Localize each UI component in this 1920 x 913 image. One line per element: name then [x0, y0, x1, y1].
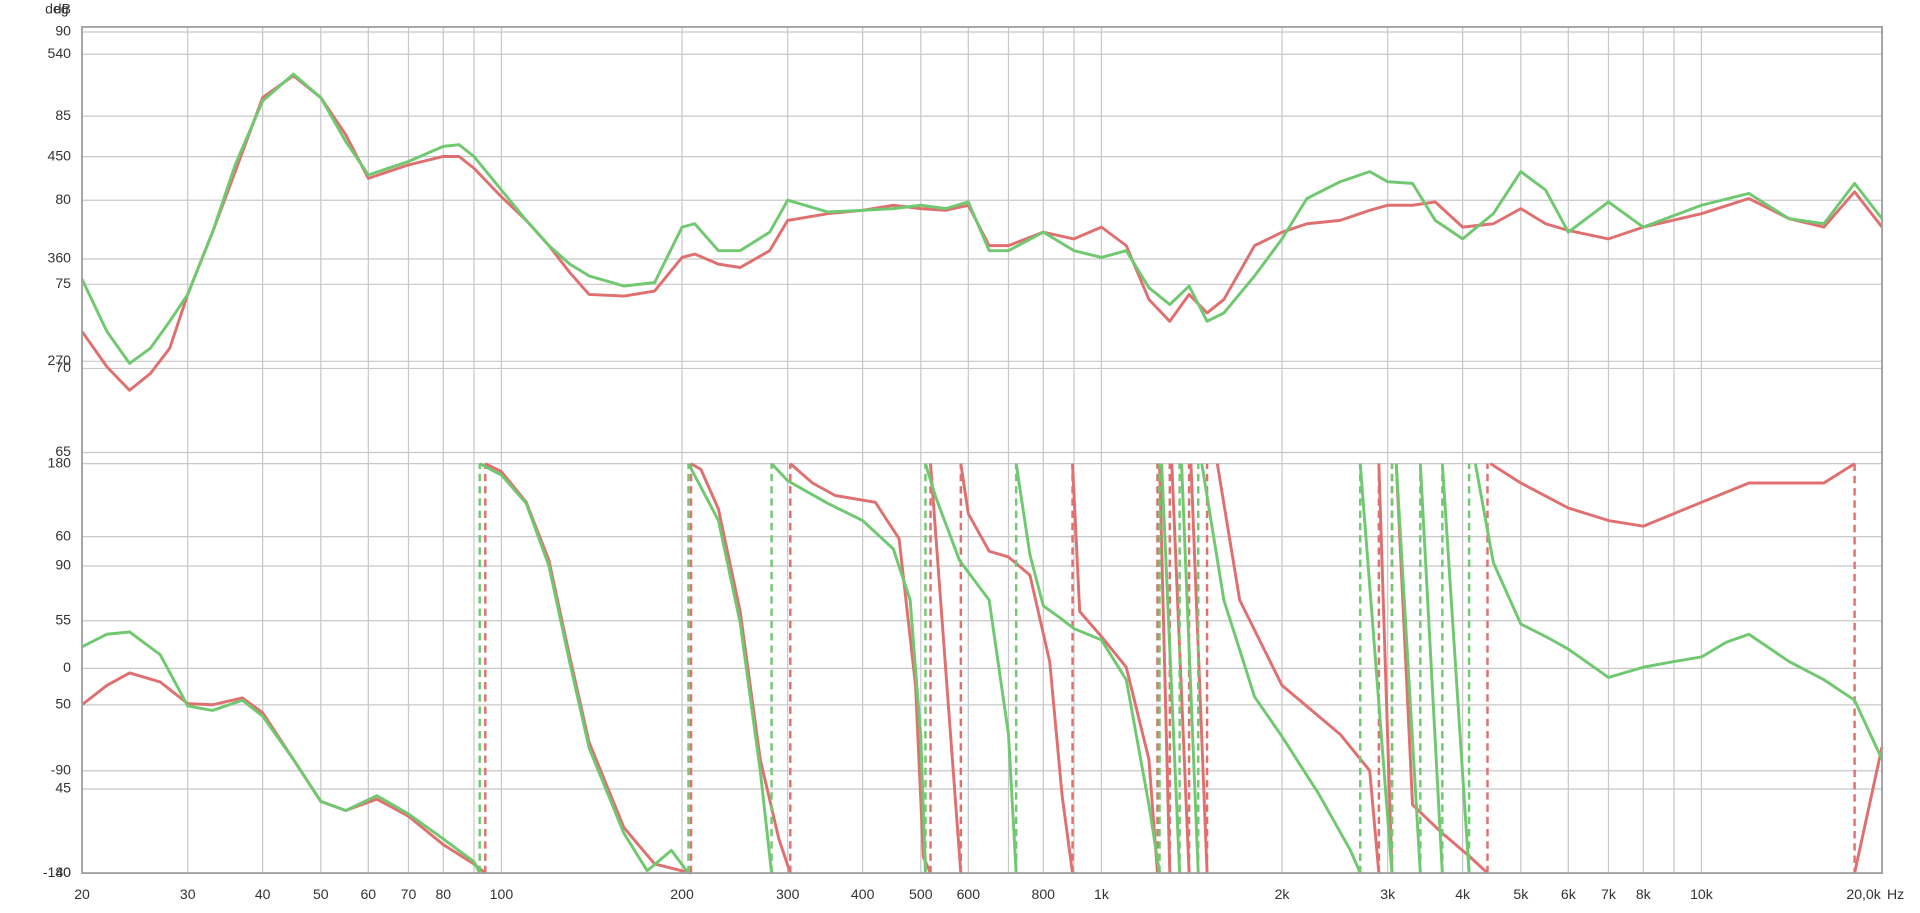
x-tick-label: 5k	[1513, 886, 1529, 902]
y-tick-label: 60	[55, 527, 71, 543]
y2-tick-label: 270	[48, 352, 72, 368]
x-tick-label: 20	[74, 886, 90, 902]
y2-axis-label: deg	[45, 1, 69, 17]
y2-tick-label: 360	[48, 250, 72, 266]
y2-tick-label: 450	[48, 147, 72, 163]
x-tick-label: 2k	[1275, 886, 1291, 902]
y-tick-label: 50	[55, 696, 71, 712]
x-tick-label: 200	[670, 886, 694, 902]
y-tick-label: 75	[55, 275, 71, 291]
labels: deg dB Hz 20 30 40 50 60 70 80 100 200 300 400 500 6…	[43, 1, 1904, 902]
x-tick-label: 4k	[1455, 886, 1471, 902]
y2-tick-label: -90	[51, 761, 72, 777]
x-tick-label: 800	[1032, 886, 1056, 902]
x-tick-label: 70	[401, 886, 417, 902]
y2-tick-label: 540	[48, 45, 72, 61]
grid	[81, 26, 1883, 874]
x-tick-label: 6k	[1561, 886, 1577, 902]
x-tick-label: 7k	[1601, 886, 1617, 902]
x-tick-label: 20,0k	[1846, 886, 1881, 902]
y-tick-label: 65	[55, 443, 71, 459]
x-tick-label: 10k	[1690, 886, 1714, 902]
x-tick-label: 8k	[1636, 886, 1652, 902]
x-tick-label: 30	[180, 886, 196, 902]
y2-tick-label: 180	[48, 454, 72, 470]
x-tick-label: 400	[851, 886, 875, 902]
y-tick-label: 70	[55, 359, 71, 375]
x-tick-label: 80	[435, 886, 451, 902]
y2-tick-label: 0	[63, 659, 71, 675]
line	[81, 462, 1884, 874]
plot-frame	[81, 26, 1883, 874]
x-axis-label: Hz	[1887, 886, 1904, 902]
x-tick-label: 100	[490, 886, 514, 902]
x-tick-label: 40	[255, 886, 271, 902]
y-tick-label: 40	[55, 864, 71, 880]
x-tick-label: 50	[313, 886, 329, 902]
y-tick-label: 85	[55, 107, 71, 123]
y-tick-label: 45	[55, 780, 71, 796]
y2-tick-label: -180	[43, 864, 71, 880]
y-tick-label: 80	[55, 191, 71, 207]
line	[80, 72, 1884, 365]
y-tick-label: 90	[55, 23, 71, 39]
plot	[80, 72, 1884, 875]
x-tick-label: 1k	[1094, 886, 1110, 902]
x-tick-label: 3k	[1380, 886, 1396, 902]
y2-tick-label: 90	[55, 557, 71, 573]
y-axis-label: dB	[54, 1, 71, 17]
x-tick-label: 500	[909, 886, 933, 902]
x-tick-label: 600	[957, 886, 981, 902]
y-tick-label: 55	[55, 611, 71, 627]
line	[80, 74, 1884, 392]
x-tick-label: 300	[776, 886, 800, 902]
x-tick-label: 60	[360, 886, 376, 902]
